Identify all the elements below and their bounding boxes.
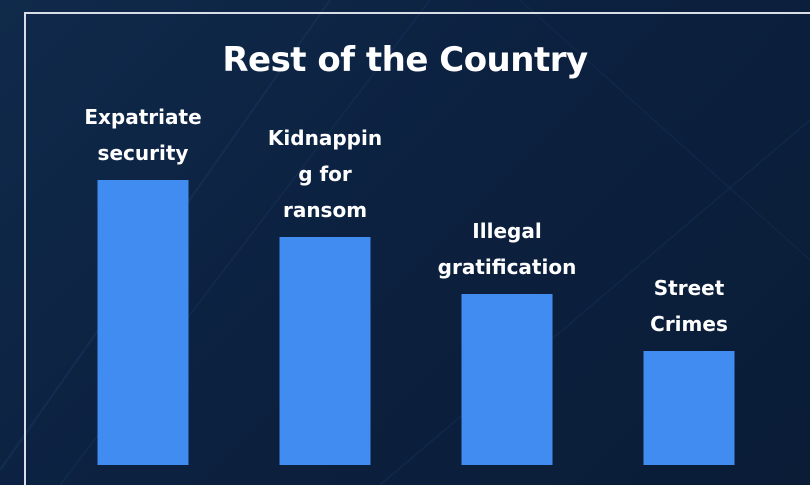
bar-label-1: Expatriate security [84,105,201,165]
bar-label-line: security [98,141,189,165]
bar-label-line: Illegal [472,219,541,243]
bar-label-4: Street Crimes [650,276,728,336]
bar-1 [97,180,189,465]
bar-4 [643,351,735,465]
bar-2 [279,237,371,465]
chart-title: Rest of the Country [222,40,588,80]
bar-label-line: g for [298,162,352,186]
bar-3 [461,294,553,465]
bar-label-line: gratification [438,255,577,279]
bar-label-line: Expatriate [84,105,201,129]
chart-frame [24,12,810,485]
bar-label-3: Illegal gratification [438,219,577,279]
bar-label-line: Street [654,276,725,300]
bar-label-line: Kidnappin [268,126,382,150]
bar-label-line: ransom [283,198,367,222]
bar-label-2: Kidnappin g for ransom [268,126,382,222]
bar-label-line: Crimes [650,312,728,336]
